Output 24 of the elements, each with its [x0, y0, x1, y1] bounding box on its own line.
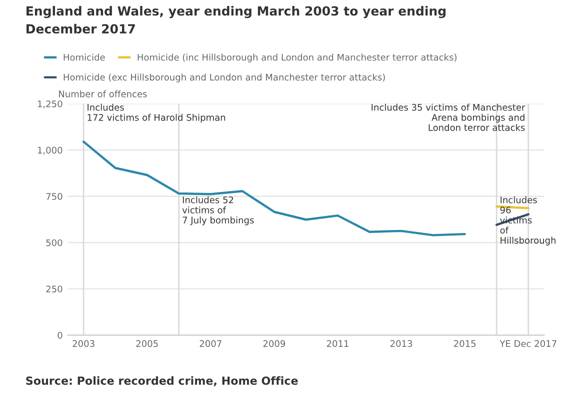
ref-line-label: Includes 52 victims of 7 July bombings — [182, 196, 254, 226]
x-tick-label: 2013 — [390, 340, 412, 348]
y-tick-label: 500 — [46, 239, 62, 246]
x-tick-label: 2009 — [263, 340, 286, 348]
chart-title: England and Wales, year ending March 2003 to year ending December 2017 — [26, 6, 446, 34]
y-tick-label: 1,250 — [38, 100, 62, 108]
y-tick-label: 250 — [46, 286, 62, 292]
y-axis-title: Number of offences — [59, 90, 147, 98]
legend-label: Homicide — [64, 54, 105, 61]
x-tick-label: YE Dec 2017 — [500, 340, 556, 348]
x-tick-label: 2003 — [72, 340, 94, 348]
x-tick-label: 2007 — [200, 340, 222, 348]
x-tick-label: 2005 — [136, 340, 158, 348]
y-tick-label: 0 — [58, 332, 62, 339]
source-note: Source: Police recorded crime, Home Office — [26, 376, 298, 386]
ref-line-label: Includes 35 victims of Manchester Arena bombings and London terror attacks — [372, 104, 526, 131]
x-tick-label: 2015 — [454, 340, 476, 348]
ref-line-label: Includes 172 victims of Harold Shipman — [88, 104, 226, 123]
legend-label: Homicide (exc Hillsborough and London and Manchester terror attacks) — [64, 74, 385, 82]
legend-label: Homicide (inc Hillsborough and London and Manchester terror attacks) — [138, 54, 456, 62]
x-tick-label: 2011 — [326, 340, 348, 348]
line-series — [82, 140, 466, 236]
y-tick-label: 1,000 — [38, 146, 62, 155]
y-tick-label: 750 — [46, 193, 62, 200]
